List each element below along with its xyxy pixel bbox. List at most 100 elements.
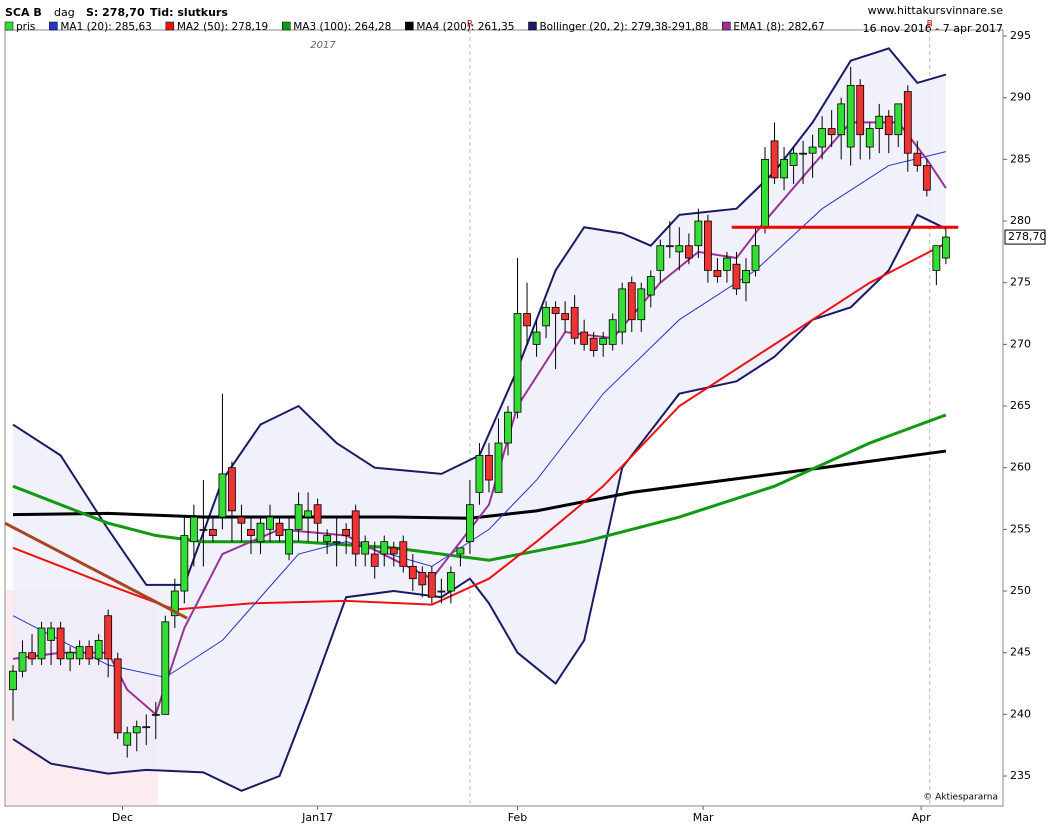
x-tick-label: Feb [508, 811, 527, 824]
candle-body [427, 572, 436, 598]
candle-body [665, 245, 674, 248]
candle-body [266, 516, 274, 530]
candle-body [437, 590, 446, 593]
y-tick-label: 280 [1010, 214, 1031, 227]
candle-body [494, 442, 503, 493]
legend-label: MA3 (100): 264,28 [293, 21, 391, 33]
candle-body [351, 510, 360, 555]
price-box [1004, 229, 1046, 245]
y-tick-label: 250 [1010, 584, 1031, 597]
candle-body [551, 306, 560, 314]
candle-body [456, 547, 465, 555]
legend-swatch [4, 21, 14, 31]
candle-body [66, 652, 75, 660]
candle-body [313, 504, 322, 524]
candle-body [656, 245, 665, 271]
candle-body [751, 245, 760, 271]
candle-body [132, 726, 141, 734]
candle-body [218, 473, 227, 518]
candle-body [161, 621, 170, 715]
candle-body [903, 91, 912, 154]
candle-body [256, 522, 265, 543]
candle-body [732, 263, 741, 290]
candle-body [332, 541, 341, 544]
candle-body [818, 128, 827, 148]
candle-body [570, 306, 579, 339]
candle-body [704, 220, 712, 271]
candle-body [123, 732, 132, 746]
legend-swatch [49, 21, 58, 31]
x-tick-label: Mar [693, 811, 714, 824]
candle-body [532, 331, 541, 345]
candle-body [294, 504, 303, 530]
candle-body [542, 306, 550, 327]
candle-body [56, 627, 65, 660]
candle-body [799, 152, 807, 155]
candle-body [646, 276, 655, 296]
candle-body [237, 516, 246, 524]
candle-body [913, 152, 922, 166]
x-tick-label: Jan17 [301, 811, 333, 824]
candle-body [94, 639, 103, 660]
candle-body [846, 84, 855, 148]
y-tick-label: 295 [1010, 29, 1031, 42]
candle-body [247, 528, 255, 536]
legend-swatch [528, 21, 537, 31]
candle-body [85, 646, 94, 660]
candle-body [361, 541, 370, 555]
candle-body [875, 115, 884, 129]
ma-line [12, 413, 947, 562]
candle-body [418, 572, 427, 586]
y-tick-label: 255 [1010, 522, 1031, 535]
legend-label: MA1 (20): 285,63 [60, 21, 151, 33]
y-tick-label: 290 [1010, 91, 1031, 104]
x-tick-label: Apr [912, 811, 932, 824]
band-fill [12, 48, 946, 791]
mode: Tid: slutkurs [150, 6, 228, 19]
candle-body [209, 528, 217, 536]
candle-body [199, 528, 208, 531]
bollinger-lower [12, 213, 947, 792]
candle-body [856, 84, 865, 136]
candle-body [75, 646, 84, 660]
candle-body [28, 652, 36, 660]
candle-body [475, 454, 484, 493]
candle-body [151, 713, 160, 716]
candle-body [180, 535, 189, 592]
symbol: SCA B [5, 6, 42, 19]
candle-body [618, 288, 627, 333]
candle-body [113, 658, 122, 734]
candle-body [446, 572, 455, 592]
candle-body [932, 245, 941, 271]
candle-body [761, 158, 769, 228]
candle-body [323, 535, 332, 543]
site: www.hittakursvinnare.se [868, 4, 1004, 17]
candle-body [485, 454, 493, 481]
candle-body [837, 103, 846, 136]
legend-label: Bollinger (20, 2): 279,38-291,88 [539, 21, 708, 33]
candle-body [608, 319, 617, 345]
x-tick-label: Dec [112, 811, 133, 824]
y-tick-label: 275 [1010, 276, 1031, 289]
period: dag [54, 6, 75, 19]
candle-body [275, 522, 284, 536]
candle-body [9, 670, 17, 691]
legend-label: EMA1 (8): 282,67 [733, 21, 824, 33]
legend-label: MA4 (200): 261,35 [416, 21, 514, 33]
legend-swatch [405, 21, 414, 31]
y-tick-label: 245 [1010, 646, 1031, 659]
legend-swatch [282, 21, 291, 31]
candle-body [408, 565, 417, 580]
candle-body [399, 541, 408, 567]
candle-body [941, 236, 950, 259]
candle-body [389, 547, 398, 555]
y-tick-label: 260 [1010, 461, 1031, 474]
candle-body [342, 528, 351, 536]
marker-label: B [927, 20, 933, 30]
candle-body [504, 411, 512, 444]
candle-body [827, 128, 836, 136]
candle-body [513, 313, 522, 413]
ma-line [12, 151, 947, 678]
y-tick-label: 285 [1010, 152, 1031, 165]
